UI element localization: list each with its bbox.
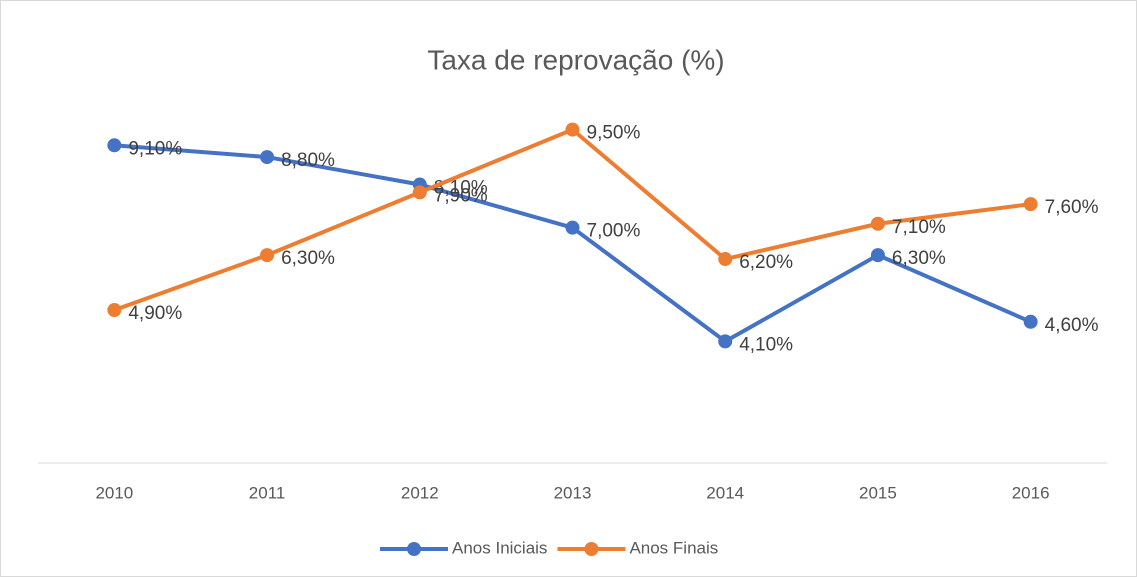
data-point bbox=[412, 185, 427, 200]
data-point bbox=[107, 303, 122, 318]
data-point bbox=[1023, 314, 1038, 329]
data-label: 4,10% bbox=[739, 334, 793, 355]
legend-label: Anos Iniciais bbox=[452, 538, 547, 557]
data-label: 7,90% bbox=[434, 185, 488, 206]
x-tick-label: 2015 bbox=[859, 483, 897, 502]
data-point bbox=[107, 138, 122, 153]
legend-marker bbox=[407, 542, 421, 556]
data-label: 8,80% bbox=[281, 150, 335, 171]
data-point bbox=[260, 150, 275, 165]
x-tick-label: 2013 bbox=[554, 483, 592, 502]
legend-label: Anos Finais bbox=[629, 538, 718, 557]
x-tick-label: 2012 bbox=[401, 483, 439, 502]
data-label: 4,90% bbox=[128, 303, 182, 324]
data-point bbox=[565, 220, 580, 235]
data-label: 4,60% bbox=[1045, 315, 1099, 336]
data-label: 7,60% bbox=[1045, 197, 1099, 218]
data-label: 6,30% bbox=[281, 248, 335, 269]
data-point bbox=[870, 248, 885, 263]
data-point bbox=[260, 248, 275, 263]
data-point bbox=[718, 334, 733, 349]
data-label: 6,20% bbox=[739, 252, 793, 273]
x-tick-label: 2014 bbox=[706, 483, 744, 502]
data-point bbox=[870, 216, 885, 231]
data-point bbox=[1023, 197, 1038, 212]
data-point bbox=[565, 122, 580, 137]
x-tick-label: 2016 bbox=[1012, 483, 1050, 502]
data-label: 7,00% bbox=[587, 221, 641, 242]
legend-marker bbox=[584, 542, 599, 556]
data-label: 7,10% bbox=[892, 217, 946, 238]
data-label: 6,30% bbox=[892, 248, 946, 269]
data-label: 9,10% bbox=[128, 138, 182, 159]
data-point bbox=[718, 252, 733, 267]
data-label: 9,50% bbox=[587, 123, 641, 144]
x-tick-label: 2010 bbox=[95, 483, 133, 502]
x-tick-label: 2011 bbox=[249, 483, 286, 502]
chart-title: Taxa de reprovação (%) bbox=[427, 44, 724, 75]
